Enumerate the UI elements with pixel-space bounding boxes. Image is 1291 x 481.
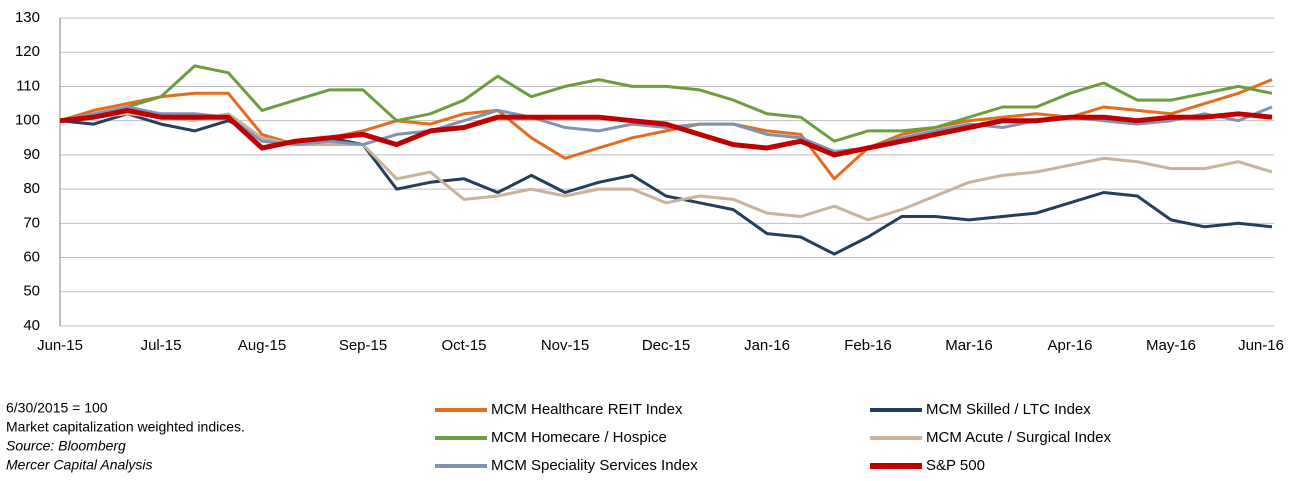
legend-label: MCM Healthcare REIT Index	[491, 401, 683, 418]
y-tick-label: 100	[15, 112, 40, 129]
x-tick-label: Sep-15	[339, 337, 387, 354]
y-tick-label: 90	[23, 146, 40, 163]
x-tick-label: May-16	[1146, 337, 1196, 354]
legend-label: MCM Speciality Services Index	[491, 457, 698, 474]
x-tick-label: Oct-15	[441, 337, 486, 354]
y-tick-label: 50	[23, 283, 40, 300]
x-tick-label: Mar-16	[945, 337, 993, 354]
series-line	[59, 112, 1273, 256]
y-tick-label: 130	[15, 9, 40, 26]
x-tick-label: Dec-15	[642, 337, 690, 354]
series-line	[59, 112, 1273, 222]
y-tick-label: 120	[15, 43, 40, 60]
y-tick-label: 40	[23, 317, 40, 334]
x-tick-label: Nov-15	[541, 337, 589, 354]
x-tick-label: Feb-16	[844, 337, 892, 354]
series-line	[59, 107, 1273, 158]
x-tick-label: Aug-15	[238, 337, 286, 354]
legend-label: MCM Acute / Surgical Index	[926, 429, 1112, 446]
legend-label: MCM Skilled / LTC Index	[926, 401, 1091, 418]
note: 6/30/2015 = 100	[6, 400, 108, 416]
x-tick-label: Jun-15	[37, 337, 83, 354]
y-tick-label: 60	[23, 249, 40, 266]
y-tick-label: 110	[16, 77, 40, 94]
legend-label: MCM Homecare / Hospice	[491, 429, 667, 446]
y-tick-label: 70	[23, 214, 40, 231]
x-tick-label: Jul-15	[141, 337, 182, 354]
x-tick-label: Apr-16	[1047, 337, 1092, 354]
note: Source: Bloomberg	[6, 438, 126, 454]
series-line	[59, 64, 1273, 143]
legend-label: S&P 500	[926, 457, 985, 474]
note: Market capitalization weighted indices.	[6, 419, 245, 435]
x-tick-label: Jan-16	[744, 337, 790, 354]
x-tick-label: Jun-16	[1238, 337, 1284, 354]
note: Mercer Capital Analysis	[6, 457, 153, 473]
y-tick-label: 80	[23, 180, 40, 197]
